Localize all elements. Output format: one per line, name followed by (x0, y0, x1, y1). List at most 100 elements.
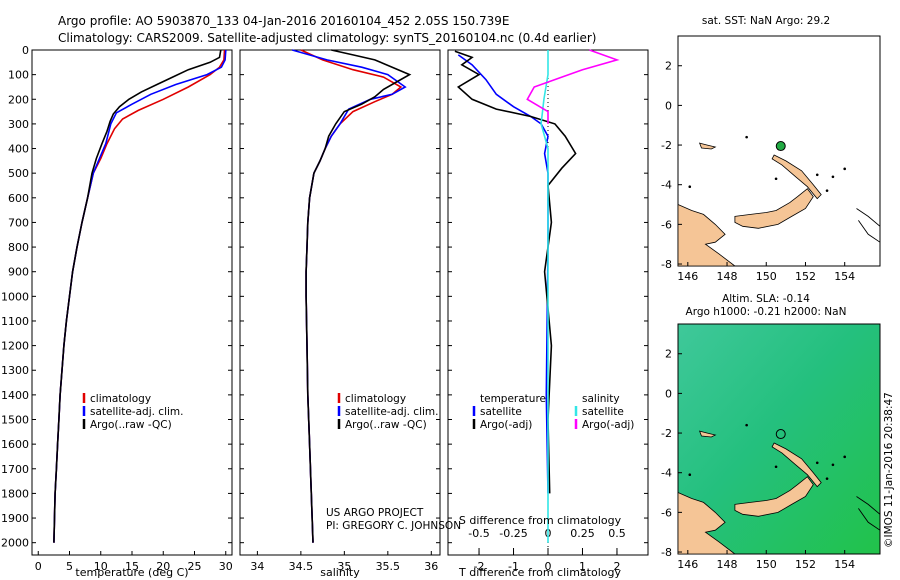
land-new-ireland (771, 154, 822, 200)
small-island (815, 461, 819, 465)
sst-map: 146 148 150 152 154 2 0 -2 -4 -6 -8 (661, 60, 881, 283)
legend-label-climatology: climatology (90, 393, 151, 405)
y-tick-label: 800 (8, 241, 29, 254)
header-title-line2: Climatology: CARS2009. Satellite-adjuste… (58, 31, 596, 45)
y-tick-label: 1200 (1, 340, 29, 353)
map-x-tick-label: 154 (834, 270, 855, 283)
difference-plot: -2 -1 0 1 2-0.5 -0.25 0 0.25 0.5 (448, 49, 648, 573)
map-y-tick-label: -4 (661, 179, 672, 192)
argo-position-marker (775, 429, 786, 440)
x-tick-label: 1 (579, 560, 586, 573)
small-island (815, 173, 819, 177)
s-x-tick-label: -0.5 (468, 527, 489, 540)
sla-map-title-line2: Argo h1000: -0.21 h2000: NaN (686, 306, 847, 318)
land-new-guinea (677, 491, 737, 555)
temperature-plot: 0100200300400500600700800900100011001200… (1, 44, 233, 573)
x-tick-label: 35 (337, 560, 351, 573)
difference-legend-temperature: temperature satellite Argo(-adj) (472, 393, 546, 431)
y-tick-label: 1000 (1, 290, 29, 303)
series-line (305, 49, 412, 543)
map-x-tick-label: 154 (834, 558, 855, 571)
y-tick-label: 200 (8, 93, 29, 106)
y-tick-label: 1500 (1, 414, 29, 427)
difference-s-xlabel: S difference from climatology (459, 514, 622, 527)
small-island (825, 189, 829, 192)
map-y-tick-label: 0 (665, 99, 672, 112)
y-tick-label: 400 (8, 143, 29, 156)
sst-map-title: sat. SST: NaN Argo: 29.2 (702, 15, 830, 27)
salinity-plot: 34 34.5 35 35.5 36 (240, 49, 440, 573)
project-label: US ARGO PROJECT (326, 507, 424, 519)
y-tick-label: 1700 (1, 463, 29, 476)
temperature-panel-frame (31, 49, 233, 556)
sla-map-title-line1: Altim. SLA: -0.14 (722, 293, 810, 305)
difference-legend-salinity: salinity satellite Argo(-adj) (574, 393, 634, 431)
y-tick-label: 100 (8, 69, 29, 82)
map-x-tick-label: 152 (795, 270, 816, 283)
argo-position-marker (775, 141, 786, 152)
difference-t-xlabel: T difference from climatology (458, 566, 621, 579)
legend-label-t-argo: Argo(-adj) (480, 419, 532, 431)
legend-label-satellite: satellite-adj. clim. (90, 406, 183, 418)
y-tick-label: 300 (8, 118, 29, 131)
small-island (688, 185, 692, 188)
salinity-legend: climatology satellite-adj. clim. Argo(..… (337, 393, 438, 431)
x-tick-label: 20 (156, 560, 170, 573)
map-y-tick-label: 2 (665, 60, 672, 73)
series-line (540, 50, 549, 543)
s-x-tick-label: -0.25 (499, 527, 527, 540)
legend-title-salinity: salinity (582, 393, 620, 405)
land-new-britain (734, 476, 814, 517)
x-tick-label: 34.5 (289, 560, 314, 573)
legend-label-s-satellite: satellite (582, 406, 624, 418)
s-x-tick-label: 0.5 (608, 527, 626, 540)
legend-label-climatology: climatology (345, 393, 406, 405)
land-bougainville (856, 496, 881, 532)
map-y-tick-label: -2 (661, 139, 672, 152)
series-line (53, 49, 222, 543)
legend-label-s-argo: Argo(-adj) (582, 419, 634, 431)
small-island (688, 473, 692, 476)
small-island (831, 175, 835, 179)
land-new-britain (734, 188, 814, 229)
y-tick-label: 700 (8, 216, 29, 229)
map-x-tick-label: 150 (756, 558, 777, 571)
x-tick-label: 36 (424, 560, 438, 573)
sla-map: 146 148 150 152 154 2 0 -2 -4 -6 -8 (661, 348, 881, 571)
small-island (843, 455, 846, 459)
small-island (745, 135, 748, 139)
header-title-line1: Argo profile: AO 5903870_133 04-Jan-2016… (58, 14, 510, 28)
x-tick-label: 15 (125, 560, 139, 573)
y-tick-label: 500 (8, 167, 29, 180)
map-x-tick-label: 152 (795, 558, 816, 571)
x-tick-label: -1 (508, 560, 519, 573)
s-x-tick-label: 0.25 (570, 527, 595, 540)
map-y-tick-label: -4 (661, 467, 672, 480)
map-y-tick-label: -2 (661, 427, 672, 440)
y-tick-label: 1800 (1, 487, 29, 500)
series-line (291, 49, 407, 543)
land-bougainville (856, 208, 881, 244)
x-tick-label: 34 (250, 560, 264, 573)
small-island (831, 463, 835, 467)
salinity-panel-frame (239, 49, 441, 556)
map-y-tick-label: 0 (665, 387, 672, 400)
y-tick-label: 1600 (1, 438, 29, 451)
map-x-tick-label: 146 (677, 270, 698, 283)
map-y-tick-label: -6 (661, 506, 672, 519)
y-tick-label: 1300 (1, 364, 29, 377)
y-tick-label: 600 (8, 192, 29, 205)
legend-title-temperature: temperature (480, 393, 546, 405)
land-manus (698, 142, 717, 150)
y-tick-label: 1900 (1, 512, 29, 525)
y-tick-label: 0 (22, 44, 29, 57)
series-line (526, 49, 620, 124)
x-tick-label: 35.5 (376, 560, 401, 573)
x-tick-label: 0 (35, 560, 42, 573)
map-x-tick-label: 148 (717, 558, 738, 571)
land-new-ireland (771, 442, 822, 488)
pi-label: PI: GREGORY C. JOHNSON (326, 520, 461, 532)
small-island (843, 167, 846, 171)
x-tick-label: 10 (94, 560, 108, 573)
